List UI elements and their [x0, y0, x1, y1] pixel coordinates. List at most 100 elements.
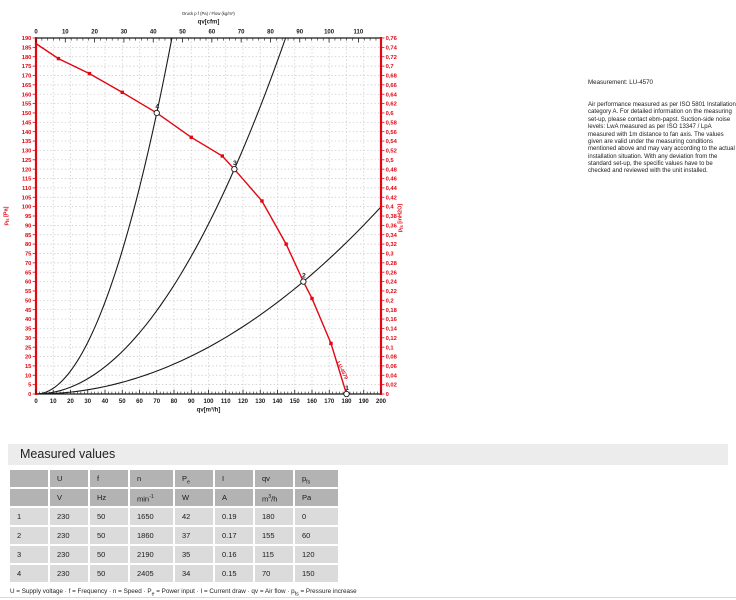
fan-curve: LU-4570 — [35, 43, 349, 395]
svg-text:60: 60 — [136, 399, 143, 405]
svg-text:100: 100 — [324, 30, 335, 36]
svg-text:0,56: 0,56 — [386, 130, 398, 136]
svg-text:0,24: 0,24 — [386, 280, 398, 286]
svg-text:qv[cfm]: qv[cfm] — [198, 20, 220, 26]
svg-text:0,2: 0,2 — [386, 298, 394, 304]
table-cell: 0.15 — [215, 565, 253, 582]
svg-text:0,06: 0,06 — [386, 364, 398, 370]
svg-text:135: 135 — [22, 139, 32, 145]
table-cell: 2 — [10, 527, 48, 544]
svg-text:0,3: 0,3 — [386, 252, 395, 258]
svg-text:0,32: 0,32 — [386, 242, 397, 248]
measurement-title: Measurement: LU-4570 — [588, 79, 654, 86]
svg-text:160: 160 — [22, 92, 32, 98]
fan-performance-chart: 0 10 20 30 40 50 60 70 80 90 100 110 Druck p f (Pa) … — [0, 0, 412, 424]
table-footnote: U = Supply voltage · f = Frequency · n =… — [10, 588, 357, 598]
table-row-1: 1 230 50 1650 42 0.19 180 0 — [10, 508, 338, 525]
svg-text:50: 50 — [119, 399, 126, 405]
svg-text:30: 30 — [84, 399, 91, 405]
header-cell: U — [50, 470, 88, 487]
table-cell: 60 — [295, 527, 338, 544]
svg-text:30: 30 — [121, 30, 128, 36]
svg-text:pfs [inH2O]: pfs [inH2O] — [398, 204, 405, 233]
header-cell — [10, 470, 48, 487]
table-cell: 35 — [175, 546, 213, 563]
header-cell: Pe — [175, 470, 213, 487]
svg-text:Druck p f (Pa) / Flow (kg/m³): Druck p f (Pa) / Flow (kg/m³) — [182, 11, 235, 16]
svg-text:pfs [Pa]: pfs [Pa] — [4, 206, 11, 225]
svg-text:130: 130 — [22, 149, 32, 155]
header-cell: qv — [255, 470, 293, 487]
table-cell: 37 — [175, 527, 213, 544]
svg-text:0,34: 0,34 — [386, 233, 398, 239]
svg-text:70: 70 — [238, 30, 245, 36]
table-cell: 230 — [50, 527, 88, 544]
svg-text:150: 150 — [290, 399, 301, 405]
svg-text:35: 35 — [25, 327, 32, 333]
measurement-notes-panel: Measurement: LU-4570 Air performance mea… — [588, 79, 736, 176]
table-cell: 0.16 — [215, 546, 253, 563]
svg-text:185: 185 — [22, 45, 32, 51]
bottom-divider — [0, 597, 736, 598]
measurement-body: Air performance measured as per ISO 5801… — [588, 102, 736, 175]
svg-text:100: 100 — [203, 399, 214, 405]
svg-text:0,54: 0,54 — [386, 139, 398, 145]
measured-values-header-band: Measured values — [8, 444, 728, 465]
table-cell: 230 — [50, 508, 88, 525]
svg-text:0,7: 0,7 — [386, 64, 394, 70]
svg-text:0,76: 0,76 — [386, 36, 398, 42]
svg-text:0: 0 — [28, 392, 31, 398]
svg-text:0,44: 0,44 — [386, 186, 398, 192]
svg-text:40: 40 — [102, 399, 109, 405]
svg-text:110: 110 — [221, 399, 231, 405]
svg-text:150: 150 — [22, 111, 32, 117]
svg-text:0,52: 0,52 — [386, 149, 397, 155]
header-cell: I — [215, 470, 253, 487]
svg-text:0,02: 0,02 — [386, 383, 397, 389]
svg-text:190: 190 — [359, 399, 370, 405]
svg-text:40: 40 — [150, 30, 157, 36]
svg-text:170: 170 — [22, 74, 32, 80]
svg-text:120: 120 — [238, 399, 249, 405]
table-cell: 1860 — [130, 527, 173, 544]
svg-text:80: 80 — [25, 242, 31, 248]
header-cell: n — [130, 470, 173, 487]
svg-text:10: 10 — [50, 399, 57, 405]
svg-text:120: 120 — [22, 167, 32, 173]
table-cell: 115 — [255, 546, 293, 563]
svg-text:qv[m³/h]: qv[m³/h] — [197, 407, 221, 414]
table-cell: 155 — [255, 527, 293, 544]
svg-text:50: 50 — [25, 298, 31, 304]
svg-text:70: 70 — [153, 399, 160, 405]
header-cell: Hz — [90, 489, 128, 506]
table-cell: 50 — [90, 546, 128, 563]
header-cell — [10, 489, 48, 506]
table-cell: 1 — [10, 508, 48, 525]
svg-text:20: 20 — [91, 30, 98, 36]
svg-text:0,42: 0,42 — [386, 195, 397, 201]
svg-text:0,48: 0,48 — [386, 167, 398, 173]
table-cell: 50 — [90, 508, 128, 525]
svg-text:0: 0 — [386, 392, 389, 398]
svg-text:0,22: 0,22 — [386, 289, 397, 295]
svg-text:0,72: 0,72 — [386, 55, 397, 61]
svg-text:5: 5 — [28, 383, 32, 389]
header-cell: min-1 — [130, 489, 173, 506]
svg-text:115: 115 — [22, 177, 32, 183]
table-cell: 3 — [10, 546, 48, 563]
svg-text:60: 60 — [25, 280, 31, 286]
svg-text:0,68: 0,68 — [386, 74, 398, 80]
svg-text:0,12: 0,12 — [386, 336, 397, 342]
svg-text:125: 125 — [22, 158, 32, 164]
table-cell: 50 — [90, 565, 128, 582]
svg-text:0,1: 0,1 — [386, 345, 395, 351]
svg-text:20: 20 — [67, 399, 74, 405]
table-cell: 180 — [255, 508, 293, 525]
svg-text:0,14: 0,14 — [386, 327, 398, 333]
svg-text:110: 110 — [354, 30, 364, 36]
svg-text:140: 140 — [22, 130, 32, 136]
svg-text:25: 25 — [25, 345, 32, 351]
svg-text:95: 95 — [25, 214, 32, 220]
svg-text:0,08: 0,08 — [386, 355, 398, 361]
table-cell: 2190 — [130, 546, 173, 563]
